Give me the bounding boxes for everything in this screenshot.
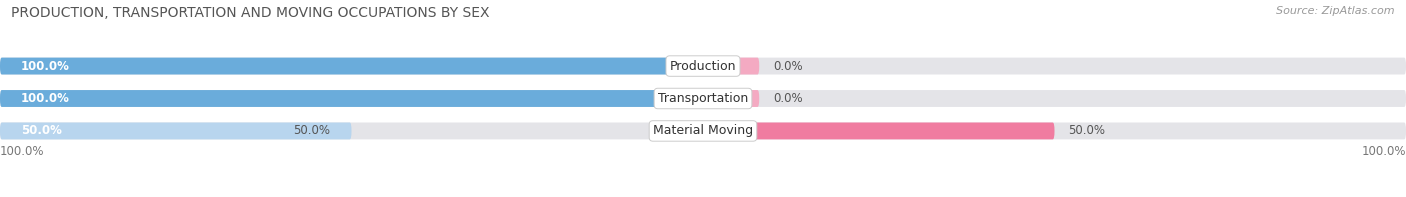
Text: 50.0%: 50.0% (1069, 125, 1105, 138)
Text: 100.0%: 100.0% (21, 59, 70, 72)
Text: 100.0%: 100.0% (1361, 145, 1406, 158)
FancyBboxPatch shape (0, 58, 703, 74)
FancyBboxPatch shape (0, 90, 1406, 107)
FancyBboxPatch shape (703, 123, 1054, 139)
FancyBboxPatch shape (0, 90, 703, 107)
Text: Transportation: Transportation (658, 92, 748, 105)
Text: Production: Production (669, 59, 737, 72)
FancyBboxPatch shape (0, 123, 352, 139)
FancyBboxPatch shape (0, 123, 1406, 139)
Text: 50.0%: 50.0% (21, 125, 62, 138)
FancyBboxPatch shape (0, 58, 1406, 74)
Text: PRODUCTION, TRANSPORTATION AND MOVING OCCUPATIONS BY SEX: PRODUCTION, TRANSPORTATION AND MOVING OC… (11, 6, 489, 20)
Text: 100.0%: 100.0% (21, 92, 70, 105)
Text: Source: ZipAtlas.com: Source: ZipAtlas.com (1277, 6, 1395, 16)
FancyBboxPatch shape (703, 90, 759, 107)
Text: Material Moving: Material Moving (652, 125, 754, 138)
Text: 0.0%: 0.0% (773, 92, 803, 105)
Text: 50.0%: 50.0% (294, 125, 330, 138)
Text: 100.0%: 100.0% (0, 145, 45, 158)
Text: 0.0%: 0.0% (773, 59, 803, 72)
FancyBboxPatch shape (703, 58, 759, 74)
